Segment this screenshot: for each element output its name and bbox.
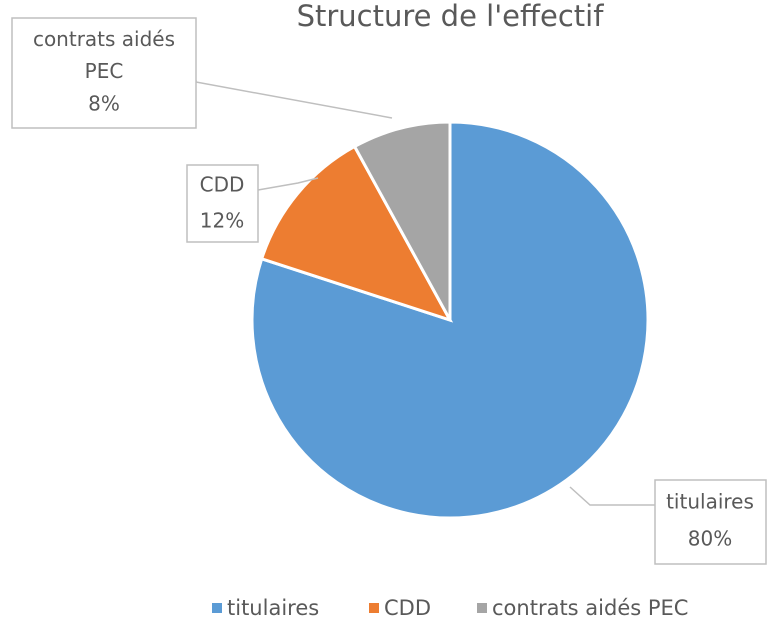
legend-swatch bbox=[212, 603, 222, 613]
data-label-category: CDD bbox=[200, 173, 245, 197]
legend-swatch bbox=[369, 603, 379, 613]
label-box bbox=[11, 17, 197, 129]
label-box bbox=[186, 164, 259, 243]
data-label-category: contrats aidés PEC bbox=[33, 27, 175, 83]
label-box bbox=[654, 479, 767, 565]
chart-title: Structure de l'effectif bbox=[297, 0, 605, 33]
leader-line bbox=[257, 177, 319, 191]
data-label-value: 80% bbox=[688, 527, 732, 551]
leader-line bbox=[569, 486, 655, 506]
pie-slice bbox=[352, 120, 452, 321]
legend-label: CDD bbox=[384, 596, 431, 620]
legend-swatch bbox=[477, 603, 487, 613]
data-label-value: 8% bbox=[88, 92, 120, 116]
data-label-category: titulaires bbox=[666, 490, 754, 514]
leader-line bbox=[195, 80, 393, 119]
legend-label: titulaires bbox=[227, 596, 319, 620]
legend-label: contrats aidés PEC bbox=[492, 596, 688, 620]
pie-slice bbox=[259, 144, 454, 323]
data-label-value: 12% bbox=[200, 209, 244, 233]
